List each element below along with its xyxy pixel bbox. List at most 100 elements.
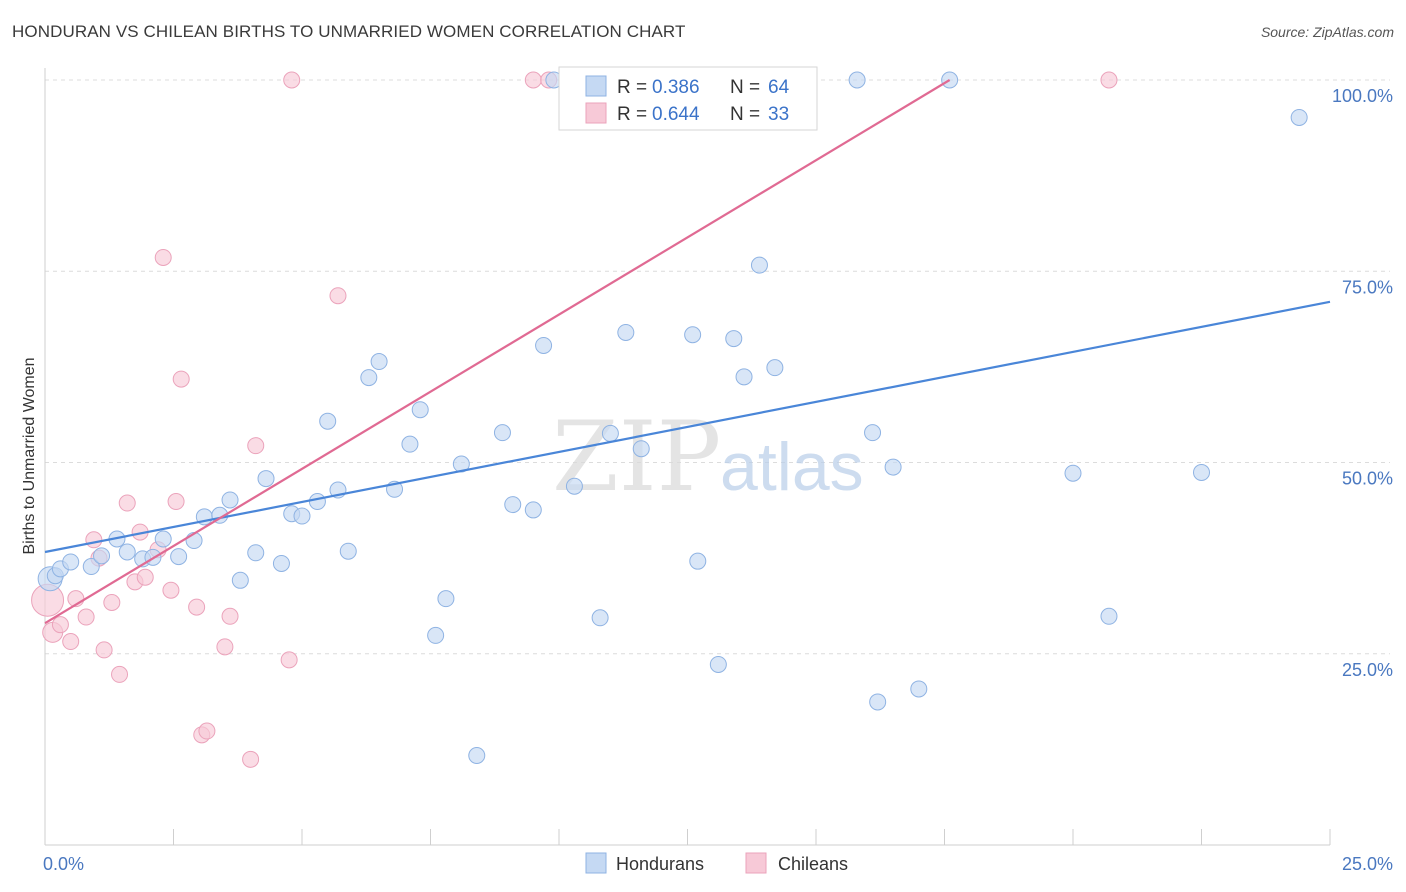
chilean-point bbox=[524, 71, 542, 89]
honduran-point bbox=[493, 424, 511, 442]
chilean-point bbox=[103, 593, 121, 611]
gridlines bbox=[45, 79, 1390, 655]
honduran-point bbox=[360, 369, 378, 387]
chilean-point bbox=[329, 287, 347, 305]
watermark-atlas: atlas bbox=[720, 429, 864, 505]
chilean-point bbox=[216, 638, 234, 656]
honduran-point bbox=[766, 359, 784, 377]
chilean-point bbox=[247, 437, 265, 455]
honduran-point bbox=[437, 590, 455, 608]
hondurans-trend-line bbox=[44, 300, 1331, 554]
honduran-point bbox=[82, 558, 100, 576]
chileans-n-label: N = bbox=[730, 104, 760, 125]
source-label: Source: ZipAtlas.com bbox=[1260, 24, 1394, 40]
honduran-point bbox=[231, 571, 249, 589]
chileans-legend-label: Chileans bbox=[778, 854, 848, 874]
chilean-point bbox=[95, 641, 113, 659]
chilean-point bbox=[280, 651, 298, 669]
honduran-point bbox=[910, 680, 928, 698]
y-tick-label: 50.0% bbox=[1342, 469, 1393, 489]
chileans-legend-icon bbox=[745, 852, 767, 874]
chileans-trend-line bbox=[44, 79, 951, 625]
honduran-point bbox=[869, 693, 887, 711]
honduran-point bbox=[427, 626, 445, 644]
honduran-point bbox=[617, 323, 635, 341]
x-tick-label-max: 25.0% bbox=[1342, 854, 1393, 874]
x-ticks bbox=[44, 829, 1331, 845]
chart-title: HONDURAN VS CHILEAN BIRTHS TO UNMARRIED … bbox=[12, 22, 686, 41]
watermark-zip: ZIP bbox=[552, 401, 721, 513]
chileans-n-value: 33 bbox=[768, 104, 789, 125]
chilean-point bbox=[1100, 71, 1118, 89]
hondurans-legend-label: Hondurans bbox=[616, 854, 704, 874]
honduran-point bbox=[308, 493, 326, 511]
hondurans-r-value: 0.386 bbox=[652, 77, 700, 98]
hondurans-r-label: R = bbox=[617, 77, 647, 98]
chilean-point bbox=[118, 494, 136, 512]
chilean-point bbox=[172, 370, 190, 388]
chilean-point bbox=[154, 248, 172, 266]
honduran-point bbox=[370, 353, 388, 371]
chilean-point bbox=[198, 722, 216, 740]
honduran-point bbox=[272, 554, 290, 572]
honduran-point bbox=[750, 256, 768, 274]
chilean-point bbox=[111, 665, 129, 683]
chilean-point bbox=[136, 568, 154, 586]
honduran-point bbox=[319, 412, 337, 430]
honduran-point bbox=[1290, 108, 1308, 126]
chilean-point bbox=[188, 598, 206, 616]
hondurans-legend-icon bbox=[585, 852, 607, 874]
honduran-point bbox=[591, 609, 609, 627]
honduran-point bbox=[339, 542, 357, 560]
honduran-point bbox=[884, 458, 902, 476]
honduran-point bbox=[504, 496, 522, 514]
series-legend: Hondurans Chileans bbox=[585, 852, 848, 874]
chileans-r-value: 0.644 bbox=[652, 104, 700, 125]
chilean-point bbox=[167, 493, 185, 511]
honduran-point bbox=[725, 330, 743, 348]
honduran-point bbox=[401, 435, 419, 453]
x-tick-label-min: 0.0% bbox=[43, 854, 84, 874]
chilean-point bbox=[221, 607, 239, 625]
honduran-point bbox=[524, 501, 542, 519]
hondurans-n-value: 64 bbox=[768, 77, 790, 98]
stats-legend: R = 0.386 N = 64 R = 0.644 N = 33 bbox=[558, 66, 818, 131]
honduran-point bbox=[632, 440, 650, 458]
y-tick-labels: 25.0% 50.0% 75.0% 100.0% bbox=[1332, 86, 1393, 680]
chilean-point bbox=[51, 616, 69, 634]
chilean-point bbox=[242, 750, 260, 768]
honduran-point bbox=[257, 470, 275, 488]
honduran-point bbox=[1193, 463, 1210, 481]
honduran-point bbox=[689, 552, 707, 570]
chileans-swatch-icon bbox=[585, 102, 607, 124]
honduran-point bbox=[864, 424, 882, 442]
y-axis-title: Births to Unmarried Women bbox=[21, 357, 38, 554]
chilean-point bbox=[62, 633, 80, 651]
y-tick-label: 75.0% bbox=[1342, 277, 1393, 297]
honduran-point bbox=[565, 477, 583, 495]
honduran-point bbox=[848, 71, 866, 89]
y-tick-label: 25.0% bbox=[1342, 660, 1393, 680]
honduran-point bbox=[154, 530, 172, 548]
honduran-point bbox=[293, 507, 311, 525]
honduran-point bbox=[62, 553, 80, 571]
honduran-point bbox=[118, 543, 136, 561]
honduran-point bbox=[221, 491, 239, 509]
honduran-point bbox=[468, 746, 486, 764]
honduran-point bbox=[170, 548, 188, 566]
hondurans-points bbox=[37, 71, 1308, 764]
honduran-point bbox=[684, 326, 702, 344]
trend-lines bbox=[44, 79, 1331, 625]
honduran-point bbox=[411, 401, 429, 419]
honduran-point bbox=[1100, 607, 1118, 625]
chilean-point bbox=[283, 71, 301, 89]
honduran-point bbox=[535, 336, 553, 354]
honduran-point bbox=[709, 655, 727, 673]
honduran-point bbox=[601, 424, 619, 442]
honduran-point bbox=[1064, 464, 1082, 482]
chileans-r-label: R = bbox=[617, 104, 647, 125]
y-tick-label: 100.0% bbox=[1332, 86, 1393, 106]
chilean-point bbox=[162, 581, 180, 599]
honduran-point bbox=[93, 547, 111, 565]
